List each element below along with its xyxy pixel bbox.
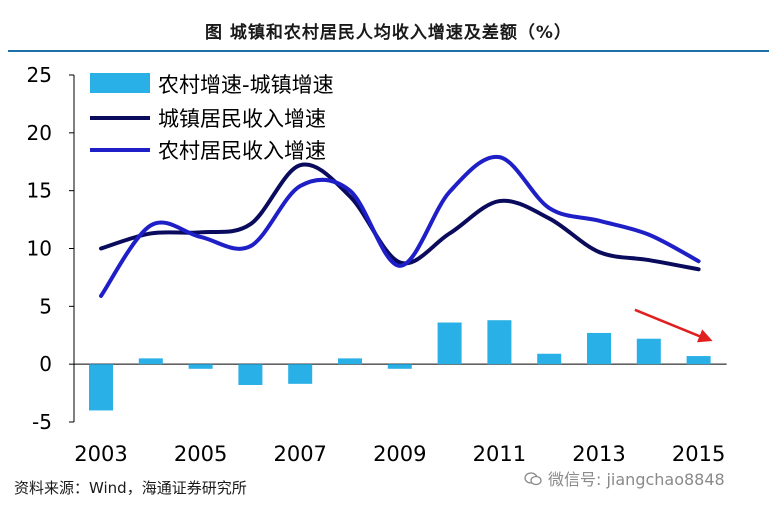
- x-tick-label: 2011: [473, 442, 526, 466]
- title-divider: [8, 50, 769, 52]
- trend-arrow-head: [696, 329, 713, 343]
- bar-gap: [437, 322, 462, 365]
- y-tick-label: 20: [27, 121, 52, 145]
- watermark-text: 微信号: jiangchao8848: [548, 470, 725, 489]
- y-tick-label: 15: [27, 179, 52, 203]
- watermark: 微信号: jiangchao8848: [524, 466, 725, 490]
- source-note: 资料来源：Wind，海通证券研究所: [14, 479, 247, 497]
- line-urban-income-growth: [99, 162, 701, 272]
- bar-gap: [188, 364, 213, 369]
- x-tick-label: 2013: [572, 442, 625, 466]
- bar-gap: [537, 353, 562, 365]
- chart-title: 图 城镇和农村居民人均收入增速及差额（%）: [205, 23, 572, 43]
- x-tick-label: 2007: [273, 442, 326, 466]
- bar-gap: [89, 364, 113, 411]
- bar-gap: [338, 358, 362, 365]
- x-tick-label: 2005: [174, 442, 227, 466]
- y-tick-label: 5: [39, 294, 52, 318]
- x-tick-label: 2015: [672, 442, 725, 466]
- wechat-icon: [524, 472, 542, 486]
- trend-arrow-shaft: [634, 308, 708, 341]
- legend-label: 农村增速-城镇增速: [158, 73, 334, 97]
- x-tick-label: 2009: [373, 442, 426, 466]
- y-tick-label: -5: [32, 410, 52, 434]
- bar-gap: [636, 338, 661, 365]
- bar-gap: [288, 364, 313, 384]
- x-tick-label: 2003: [74, 442, 127, 466]
- bar-gap: [138, 358, 163, 365]
- y-tick-label: 25: [27, 63, 52, 87]
- bar-gap: [587, 332, 611, 365]
- legend-label: 城镇居民收入增速: [158, 107, 326, 131]
- legend-label: 农村居民收入增速: [158, 139, 326, 163]
- y-tick-label: 0: [39, 352, 52, 376]
- bar-gap: [238, 364, 263, 385]
- bar-gap: [686, 356, 711, 365]
- title-area: 图 城镇和农村居民人均收入增速及差额（%）: [0, 0, 777, 52]
- line-rural-income-growth: [99, 155, 701, 298]
- y-tick-label: 10: [27, 237, 52, 261]
- bar-gap: [487, 320, 512, 365]
- bar-gap: [387, 364, 412, 369]
- legend-swatch-gap-bar: [90, 73, 150, 93]
